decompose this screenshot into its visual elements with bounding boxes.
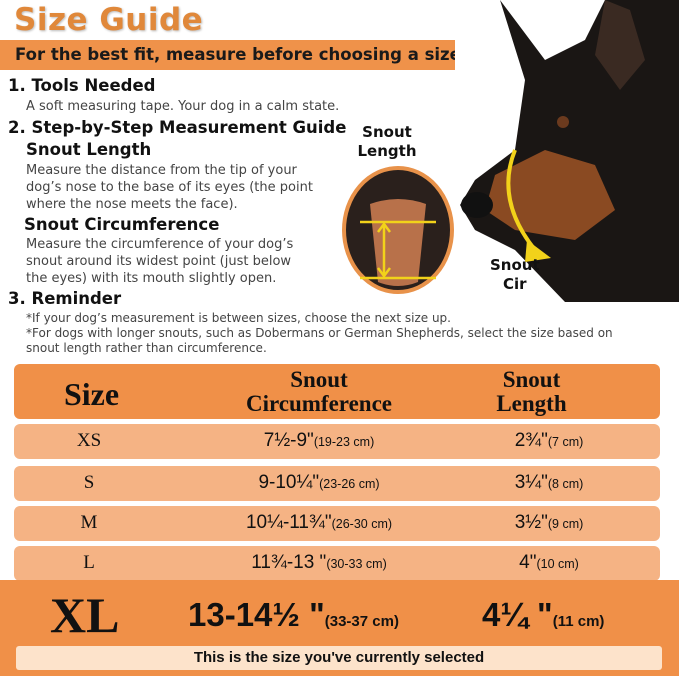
length-value: 4"	[519, 552, 537, 573]
length-cell: 2¾"(7 cm)	[444, 430, 654, 452]
size-cell: M	[80, 512, 98, 533]
circ-value: 11¾-13 "	[251, 552, 327, 573]
circ-cell: 7½-9"(19-23 cm)	[184, 430, 454, 452]
length-cell: 3¼"(8 cm)	[444, 472, 654, 494]
circ-cm: (23-26 cm)	[319, 477, 380, 491]
label-line: Cir	[503, 275, 527, 293]
circ-text: Measure the circumference of your dog’s s…	[26, 236, 293, 287]
text-line: Measure the circumference of your dog’s	[26, 237, 294, 252]
length-heading: Snout Length	[26, 140, 152, 159]
header-circ: Snout Circumference	[204, 368, 434, 416]
snout-length-label: Snout Length	[355, 123, 419, 161]
header-line: Snout	[502, 367, 561, 392]
text-line: *For dogs with longer snouts, such as Do…	[26, 326, 613, 340]
length-value: 4¼ "	[482, 596, 553, 633]
circ-cm: (33-37 cm)	[324, 613, 399, 630]
banner-text: For the best fit, measure before choosin…	[15, 45, 461, 64]
circ-value: 10¼-11¾"	[245, 512, 332, 533]
size-row[interactable]: XS 7½-9"(19-23 cm) 2¾"(7 cm)	[14, 424, 660, 459]
page-title: Size Guide	[14, 2, 204, 38]
length-cm: (11 cm)	[552, 613, 605, 630]
header-line: Circumference	[245, 391, 393, 416]
selected-note: This is the size you've currently select…	[16, 646, 662, 670]
text-line: the eyes) with its mouth slightly open.	[26, 271, 277, 286]
length-cell: 4"(10 cm)	[444, 552, 654, 574]
circ-cell: 9-10¼"(23-26 cm)	[184, 472, 454, 494]
length-text: Measure the distance from the tip of you…	[26, 162, 313, 213]
circ-value: 7½-9"	[263, 430, 314, 451]
size-row[interactable]: L 11¾-13 "(30-33 cm) 4"(10 cm)	[14, 546, 660, 581]
label-line: Snout	[362, 123, 412, 141]
circ-cm: (30-33 cm)	[326, 557, 387, 571]
length-cm: (7 cm)	[547, 435, 584, 449]
text-line: where the nose meets the face).	[26, 197, 238, 212]
circ-heading: Snout Circumference	[24, 215, 220, 234]
tools-heading: 1. Tools Needed	[8, 76, 156, 95]
circ-cell: 10¼-11¾"(26-30 cm)	[184, 512, 454, 534]
snout-cir-label: Snout Cir	[490, 256, 540, 294]
text-line: dog’s nose to the base of its eyes (the …	[26, 180, 313, 195]
reminder-heading: 3. Reminder	[8, 289, 122, 308]
table-header: Size Snout Circumference Snout Length	[14, 364, 660, 419]
text-line: Measure the distance from the tip of you…	[26, 163, 297, 178]
size-row[interactable]: M 10¼-11¾"(26-30 cm) 3½"(9 cm)	[14, 506, 660, 541]
header-size: Size	[63, 376, 120, 412]
snout-closeup-image	[342, 166, 454, 294]
selected-size: XL	[50, 587, 120, 643]
size-cell: S	[83, 472, 95, 493]
circ-value: 13-14½ "	[188, 596, 325, 633]
length-cm: (9 cm)	[547, 517, 584, 531]
length-value: 2¾"	[514, 430, 548, 451]
text-line: snout length rather than circumference.	[26, 341, 267, 355]
size-cell: L	[83, 552, 95, 573]
circ-cm: (26-30 cm)	[331, 517, 393, 531]
length-value: 3¼"	[514, 472, 548, 493]
guide-heading: 2. Step-by-Step Measurement Guide	[8, 118, 347, 137]
text-line: snout around its widest point (just belo…	[26, 254, 292, 269]
selected-circ: 13-14½ "(33-37 cm)	[188, 596, 399, 634]
circ-cm: (19-23 cm)	[313, 435, 375, 449]
tools-text: A soft measuring tape. Your dog in a cal…	[26, 99, 340, 114]
length-cm: (8 cm)	[547, 477, 584, 491]
selected-size-row[interactable]: XL 13-14½ "(33-37 cm) 4¼ "(11 cm) This i…	[0, 580, 679, 676]
circ-value: 9-10¼"	[258, 472, 320, 493]
length-cell: 3½"(9 cm)	[444, 512, 654, 534]
size-cell: XS	[76, 430, 102, 451]
length-value: 3½"	[514, 512, 548, 533]
text-line: *If your dog’s measurement is between si…	[26, 311, 451, 325]
label-line: Length	[357, 142, 417, 160]
circ-cell: 11¾-13 "(30-33 cm)	[184, 552, 454, 574]
length-cm: (10 cm)	[536, 557, 579, 571]
header-length: Snout Length	[444, 368, 619, 416]
selected-length: 4¼ "(11 cm)	[482, 596, 604, 634]
label-line: Snout	[490, 256, 540, 274]
doberman-photo	[455, 0, 679, 302]
size-row[interactable]: S 9-10¼"(23-26 cm) 3¼"(8 cm)	[14, 466, 660, 501]
reminder-text: *If your dog’s measurement is between si…	[26, 311, 613, 356]
header-line: Length	[496, 391, 567, 416]
header-line: Snout	[290, 367, 348, 392]
